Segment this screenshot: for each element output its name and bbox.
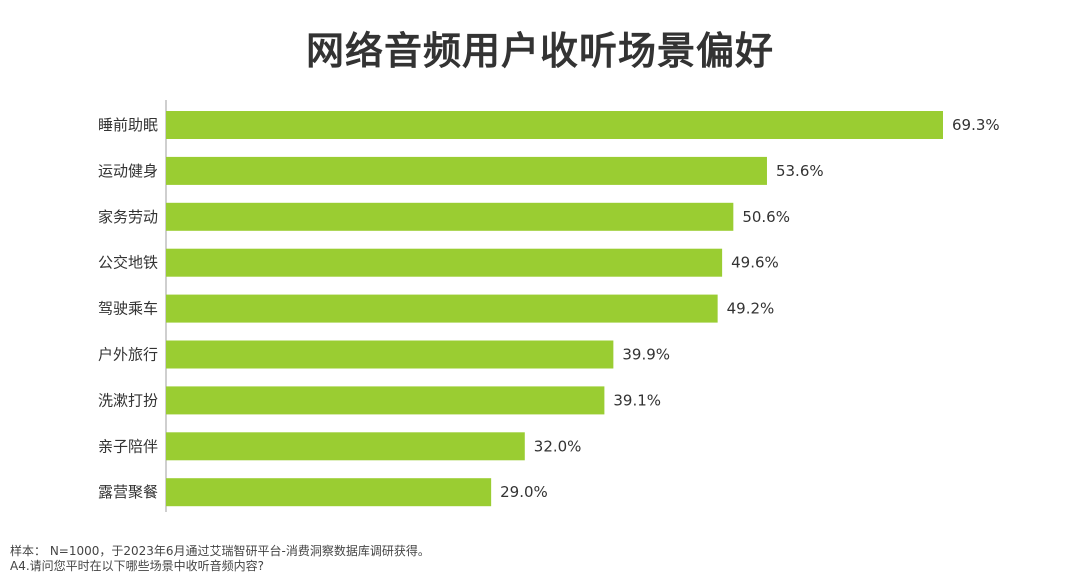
bar <box>166 111 943 139</box>
value-label: 32.0% <box>534 437 582 455</box>
category-label: 公交地铁 <box>98 254 158 272</box>
bars-group: 睡前助眠 69.3% 运动健身 53.6% 家务劳动 50.6% 公交地铁 49.6% 驾驶乘车… <box>98 111 1000 507</box>
category-label: 睡前助眠 <box>98 116 158 134</box>
category-label: 亲子陪伴 <box>98 437 158 455</box>
category-label: 露营聚餐 <box>98 483 158 501</box>
value-label: 39.1% <box>613 391 661 409</box>
bar <box>166 294 718 323</box>
value-label: 50.6% <box>742 208 790 226</box>
value-label: 69.3% <box>952 116 1000 134</box>
bar <box>166 156 767 185</box>
value-label: 39.9% <box>622 346 670 364</box>
bar <box>166 386 605 415</box>
category-label: 运动健身 <box>98 162 158 180</box>
bar <box>166 432 525 461</box>
bar <box>166 202 734 231</box>
footnote-question: A4.请问您平时在以下哪些场景中收听音频内容? <box>10 559 265 573</box>
bar <box>166 478 492 507</box>
value-label: 53.6% <box>776 162 824 180</box>
bar <box>166 340 614 369</box>
category-label: 家务劳动 <box>98 208 158 226</box>
value-label: 49.2% <box>727 300 775 318</box>
value-label: 49.6% <box>731 254 779 272</box>
bar <box>166 248 723 277</box>
category-label: 洗漱打扮 <box>98 391 158 409</box>
value-label: 29.0% <box>500 483 548 501</box>
category-label: 驾驶乘车 <box>98 300 158 318</box>
chart-title: 网络音频用户收听场景偏好 <box>305 29 774 73</box>
footnote-sample: 样本： N=1000，于2023年6月通过艾瑞智研平台-消费洞察数据库调研获得。 <box>10 544 430 558</box>
category-label: 户外旅行 <box>98 346 158 364</box>
